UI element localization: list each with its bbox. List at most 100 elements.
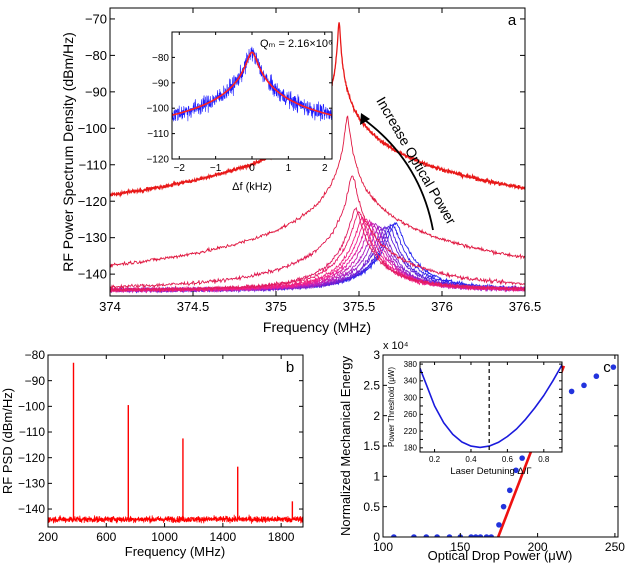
panel-a-inset-xtick-label: 0 bbox=[249, 163, 255, 174]
panel-b-xtick-label: 600 bbox=[96, 530, 116, 544]
panel-c-ytick-label: 0.5 bbox=[363, 500, 380, 514]
panel-c-data-point bbox=[391, 534, 397, 537]
panel-a-ytick-label: −90 bbox=[85, 84, 107, 99]
panel-c-ytick-label: 2.5 bbox=[363, 379, 380, 393]
panel-c-data-point bbox=[468, 534, 474, 537]
panel-c-inset: 0.2 0.4 0.6 0.8 180 220 260 300 340 380 Laser Det… bbox=[387, 360, 563, 477]
panel-c-data-point bbox=[472, 534, 479, 537]
panel-a-spectrum-P13 bbox=[110, 206, 525, 293]
panel-a-inset-ytick-label: −90 bbox=[152, 78, 169, 89]
panel-c-inset-ytick-label: 260 bbox=[404, 410, 418, 419]
panel-c-xtick-label: 250 bbox=[605, 540, 625, 554]
panel-c-ytick-label: 0 bbox=[373, 530, 380, 544]
panel-a-inset-ytick-label: −80 bbox=[152, 53, 169, 64]
panel-b-ytick-label: −110 bbox=[19, 425, 45, 439]
panel-b-xtick-label: 200 bbox=[38, 530, 58, 544]
panel-c-data-point bbox=[593, 373, 600, 380]
panel-a-axes-frame bbox=[109, 7, 526, 297]
panel-b-xtick-label: 1000 bbox=[151, 530, 178, 544]
panel-b: 200 600 1000 1400 1800 −140 −130 −120 −110 −100 −9… bbox=[0, 348, 304, 559]
panel-c-inset-ytick-label: 220 bbox=[404, 427, 418, 436]
panel-c-inset-xlabel: Laser Detuning Δ/Γ bbox=[450, 466, 531, 477]
panel-a-xlabel: Frequency (MHz) bbox=[263, 319, 371, 335]
panel-a-xtick-label: 376.5 bbox=[509, 299, 542, 314]
panel-a-xtick-label: 375.5 bbox=[343, 299, 376, 314]
panel-c-data-point bbox=[423, 534, 430, 537]
panel-a-xtick-label: 374 bbox=[99, 299, 121, 314]
panel-a-ytick-label: −70 bbox=[85, 11, 107, 26]
panel-a-ytick-label: −100 bbox=[78, 121, 107, 136]
panel-a-inset-xtick-label: −1 bbox=[210, 163, 222, 174]
panel-c-inset-xtick-label: 0.8 bbox=[538, 455, 550, 464]
panel-b-ytick-label: −140 bbox=[18, 502, 45, 516]
panel-a-inset-ticks: −2 −1 0 1 2 −120 −110 −100 −90 −80 bbox=[146, 32, 332, 174]
panel-c-ytick-label: 1.5 bbox=[363, 439, 380, 453]
panel-a: 374 374.5 375 375.5 376 376.5−140−130−120−110… bbox=[60, 7, 542, 335]
panel-c-ytick-label: 3 bbox=[373, 348, 380, 362]
panel-a-inset-series bbox=[172, 46, 332, 122]
panel-a-annotation: Increase Optical Power bbox=[360, 94, 460, 231]
panel-a-inset-lorentzian-fit bbox=[172, 51, 332, 116]
panel-b-ticks: 200 600 1000 1400 1800 −140 −130 −120 −110 −100 −9… bbox=[18, 348, 303, 544]
panel-c-ticks: 100 150 200 250 0 0.5 1 1.5 2 2.5 3 bbox=[363, 348, 625, 554]
panel-a-inset-xtick-label: 1 bbox=[286, 163, 292, 174]
panel-c-data-point bbox=[477, 534, 484, 537]
panel-c-inset-xtick-label: 0.6 bbox=[502, 455, 514, 464]
panel-a-inset-ytick-label: −120 bbox=[146, 155, 169, 166]
panel-a-inset-measured-spectrum bbox=[172, 46, 332, 122]
panel-b-noise-floor bbox=[48, 514, 303, 524]
panel-c-xlabel: Optical Drop Power (μW) bbox=[428, 548, 573, 563]
panel-c-data-point bbox=[513, 467, 519, 474]
panel-c-inset-frame bbox=[419, 361, 563, 453]
panel-c-data-point bbox=[496, 522, 502, 528]
panel-c-inset-ytick-label: 380 bbox=[404, 360, 418, 369]
panel-b-xlabel: Frequency (MHz) bbox=[125, 544, 225, 559]
panel-b-xtick-label: 1800 bbox=[268, 530, 295, 544]
panel-a-inset-xtick-label: −2 bbox=[174, 163, 186, 174]
panel-c-data-point bbox=[446, 534, 453, 537]
panel-c-label: c bbox=[603, 359, 611, 376]
panel-c-data-point bbox=[411, 534, 417, 537]
panel-a-inset-xlabel: Δf (kHz) bbox=[232, 181, 272, 193]
panel-b-xtick-label: 1400 bbox=[210, 530, 237, 544]
panel-c-ytick-label: 2 bbox=[373, 409, 380, 423]
panel-a-xtick-label: 376 bbox=[431, 299, 453, 314]
panel-b-ytick-label: −80 bbox=[25, 348, 46, 362]
panel-a-inset-ytick-label: −110 bbox=[147, 129, 169, 140]
panel-c-data-point bbox=[483, 534, 490, 537]
panel-b-ytick-label: −130 bbox=[18, 477, 45, 491]
arrow-head-icon bbox=[360, 113, 370, 125]
panel-c-ylabel: Normalized Mechanical Energy bbox=[338, 356, 353, 536]
panel-a-spectrum-P14 bbox=[110, 175, 525, 290]
panel-c-inset-ytick-label: 340 bbox=[404, 377, 418, 386]
panel-a-label: a bbox=[508, 12, 517, 29]
panel-a-spectrum-P10 bbox=[110, 218, 525, 294]
panel-c-xtick-label: 200 bbox=[528, 540, 548, 554]
panel-c-data-point bbox=[519, 455, 525, 461]
panel-c-data-point bbox=[610, 364, 617, 370]
panel-c-data-point bbox=[506, 487, 513, 494]
panel-a-spectrum-P15 bbox=[110, 115, 525, 268]
panel-c-exponent-label: x 10⁴ bbox=[383, 340, 409, 352]
panel-a-inset-q-annotation: Qₘ = 2.16×10⁶ bbox=[260, 38, 333, 50]
panel-a-series bbox=[110, 22, 525, 294]
panel-c-inset-ylabel: Power Threshold (μW) bbox=[387, 367, 396, 447]
panel-a-ytick-label: −140 bbox=[78, 267, 107, 282]
panel-c-data-point bbox=[581, 382, 587, 389]
panel-c-inset-ticks: 0.2 0.4 0.6 0.8 180 220 260 300 340 380 bbox=[404, 360, 562, 464]
panel-b-axes-frame bbox=[47, 354, 304, 528]
panel-a-xtick-label: 375 bbox=[265, 299, 287, 314]
panel-a-ticks: 374 374.5 375 375.5 376 376.5−140−130−120−110… bbox=[78, 8, 542, 314]
panel-a-ylabel: RF Power Spectrum Density (dBm/Hz) bbox=[60, 32, 76, 272]
panel-b-label: b bbox=[286, 359, 294, 376]
panel-c-data-point bbox=[500, 503, 507, 510]
panel-a-inset-ytick-label: −100 bbox=[146, 104, 169, 115]
increase-power-arrow bbox=[361, 117, 434, 231]
panel-c-xtick-label: 150 bbox=[450, 540, 470, 554]
panel-c-inset-xtick-label: 0.4 bbox=[465, 455, 477, 464]
panel-b-series bbox=[48, 362, 303, 524]
panel-a-ytick-label: −110 bbox=[79, 157, 107, 172]
panel-b-ytick-label: −100 bbox=[18, 400, 45, 414]
panel-a-inset: −2 −1 0 1 2 −120 −110 −100 −90 −80 Δf (kHz) Qₘ = … bbox=[146, 31, 333, 193]
